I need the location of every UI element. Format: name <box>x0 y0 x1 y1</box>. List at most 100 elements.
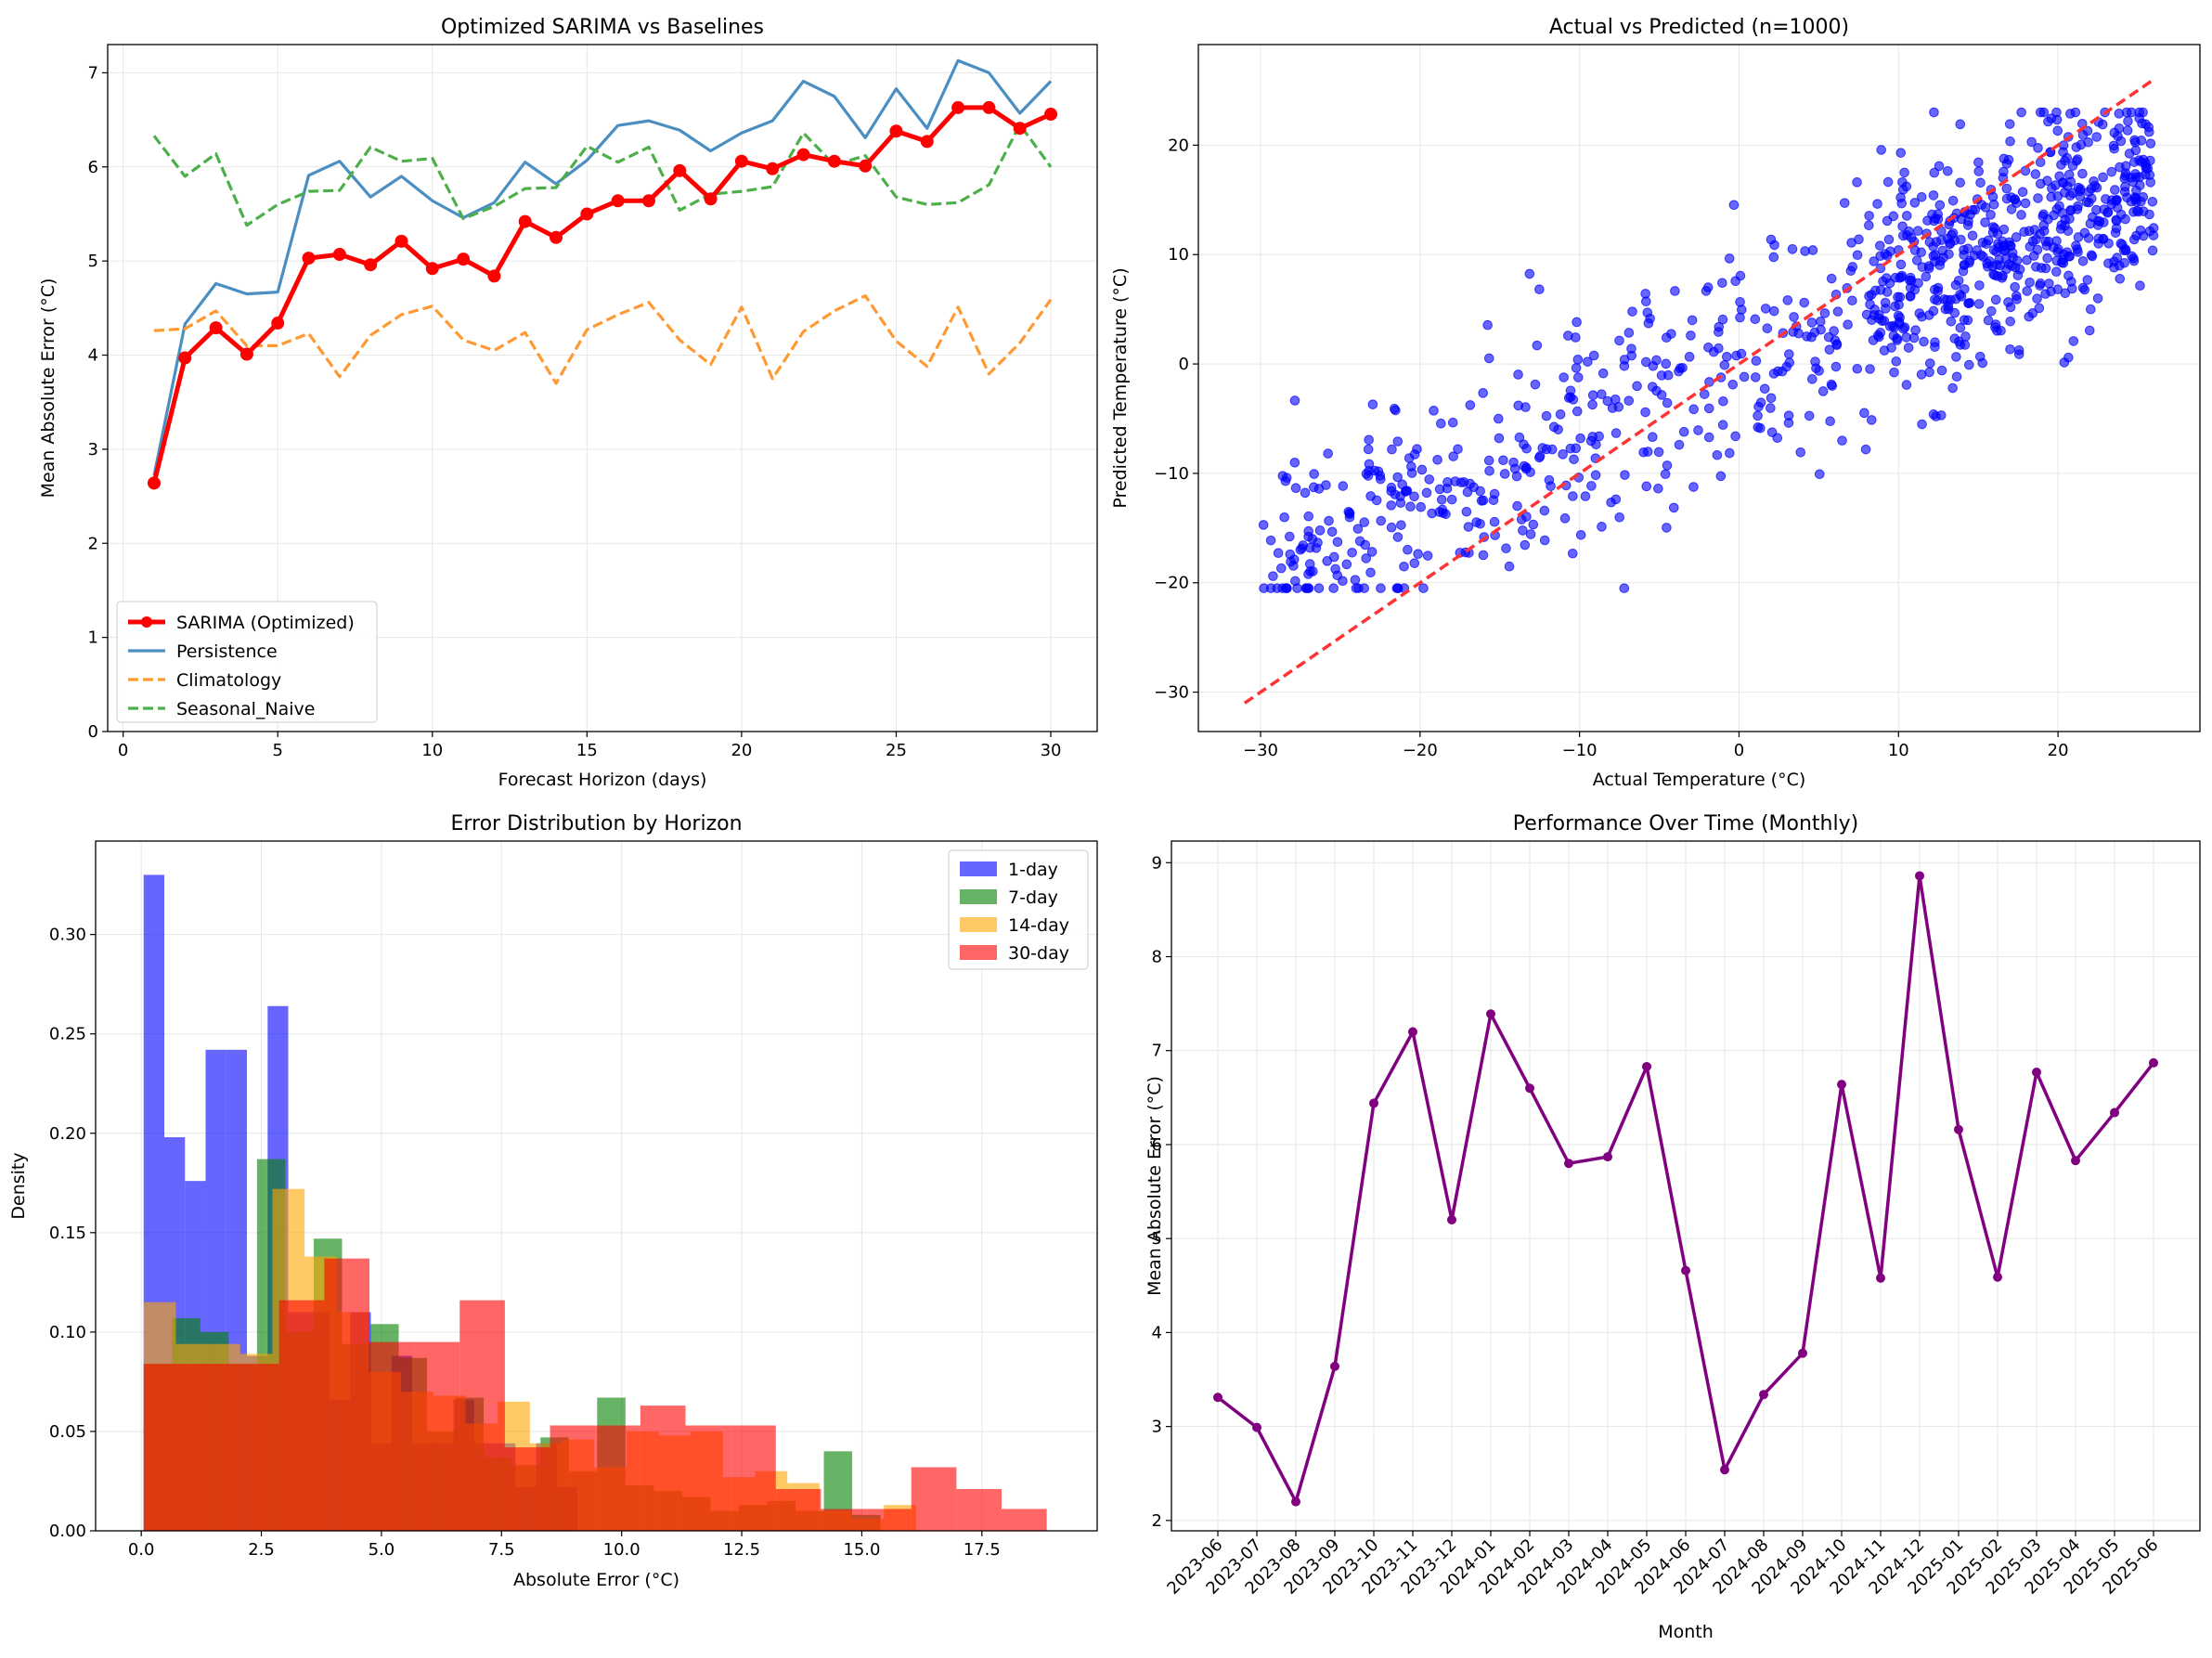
scatter-point <box>2110 185 2120 195</box>
scatter-point <box>1614 335 1624 346</box>
histogram-bar <box>821 1509 867 1531</box>
scatter-point <box>1939 294 1949 304</box>
scatter-point <box>2004 119 2015 129</box>
scatter-point <box>1326 526 1338 538</box>
scatter-point <box>1930 337 1940 348</box>
scatter-point <box>1962 220 1973 230</box>
scatter-point <box>1483 455 1494 466</box>
scatter-point <box>1537 443 1548 453</box>
scatter-point <box>1693 425 1703 435</box>
x-tick-label: 15.0 <box>843 1540 880 1560</box>
y-tick-label: 10 <box>1168 245 1189 265</box>
x-tick-label: 20 <box>2048 741 2069 760</box>
chart-title: Error Distribution by Horizon <box>450 812 742 835</box>
x-tick-label: 10 <box>421 741 443 760</box>
scatter-point <box>1929 167 1940 178</box>
scatter-point <box>1432 454 1442 465</box>
scatter-point <box>1866 415 1877 425</box>
scatter-point <box>1350 575 1361 585</box>
histogram-bar <box>504 1447 550 1531</box>
scatter-point <box>1324 515 1334 526</box>
scatter-point <box>1895 259 1907 270</box>
scatter-point <box>1946 317 1957 327</box>
scatter-point <box>1376 583 1386 593</box>
y-tick-label: 7 <box>88 63 98 83</box>
scatter-point <box>1766 393 1777 404</box>
scatter-point <box>1465 400 1476 410</box>
histogram-bar <box>414 1341 460 1531</box>
scatter-point <box>1518 525 1528 536</box>
scatter-point <box>1888 211 1899 222</box>
legend-entry: 1-day <box>1008 860 1058 880</box>
scatter-point <box>2011 198 2022 209</box>
scatter-point <box>1974 351 1986 362</box>
scatter-point <box>1960 331 1971 342</box>
scatter-point <box>1520 539 1531 551</box>
scatter-point <box>1285 531 1295 542</box>
scatter-point <box>1990 322 2000 332</box>
scatter-point <box>2052 191 2063 201</box>
scatter-point <box>1899 167 1909 178</box>
scatter-point <box>2102 207 2113 218</box>
scatter-point <box>1809 327 1820 338</box>
scatter-point <box>1572 372 1584 382</box>
scatter-point <box>2034 303 2045 314</box>
scatter-point <box>2042 253 2052 264</box>
data-point <box>1837 1080 1846 1090</box>
scatter-point <box>1265 583 1276 593</box>
x-tick-label: −10 <box>1562 741 1598 760</box>
scatter-point <box>1458 477 1469 487</box>
scatter-point <box>1404 453 1415 463</box>
scatter-point <box>1670 286 1680 296</box>
legend-box <box>948 849 1089 970</box>
scatter-point <box>2024 277 2035 288</box>
scatter-point <box>2126 107 2137 118</box>
scatter-point <box>2022 254 2032 266</box>
y-tick-label: 0.15 <box>49 1224 86 1243</box>
scatter-point <box>1909 198 1921 208</box>
scatter-point <box>1391 405 1401 416</box>
data-point <box>951 100 965 114</box>
scatter-point <box>2133 206 2144 217</box>
scatter-point <box>2144 126 2154 137</box>
scatter-point <box>1951 371 1962 382</box>
scatter-point <box>1735 312 1745 323</box>
scatter-point <box>1901 380 1912 390</box>
scatter-point <box>1827 381 1838 391</box>
scatter-point <box>1897 185 1908 195</box>
scatter-point <box>1728 200 1740 211</box>
data-point <box>1564 1159 1573 1169</box>
scatter-point <box>1714 321 1725 332</box>
scatter-point <box>1508 457 1519 468</box>
scatter-point <box>1830 361 1842 372</box>
scatter-point <box>1938 253 1949 263</box>
scatter-point <box>1974 280 1985 291</box>
chart-title: Performance Over Time (Monthly) <box>1513 812 1858 835</box>
scatter-point <box>1559 372 1569 382</box>
data-point <box>734 154 748 168</box>
scatter-point <box>1773 366 1783 377</box>
scatter-point <box>1597 522 1607 532</box>
y-tick-label: 7 <box>1152 1042 1162 1061</box>
data-point <box>704 192 718 206</box>
scatter-point <box>1933 209 1944 220</box>
scatter-point <box>1332 537 1343 548</box>
scatter-point <box>1873 331 1884 343</box>
scatter-point <box>1717 420 1728 431</box>
scatter-point <box>2128 253 2139 264</box>
scatter-point <box>1688 404 1699 415</box>
scatter-point <box>1534 451 1546 461</box>
scatter-point <box>1511 471 1522 482</box>
scatter-point <box>1585 435 1597 447</box>
data-point <box>550 230 563 244</box>
scatter-point <box>1929 284 1940 295</box>
scatter-point <box>1520 402 1531 412</box>
scatter-point <box>2051 107 2062 118</box>
data-point <box>859 159 873 173</box>
scatter-point <box>2115 136 2127 147</box>
scatter-point <box>1610 394 1621 405</box>
data-point <box>239 347 253 361</box>
data-point <box>1044 108 1058 122</box>
scatter-point <box>1347 547 1357 558</box>
